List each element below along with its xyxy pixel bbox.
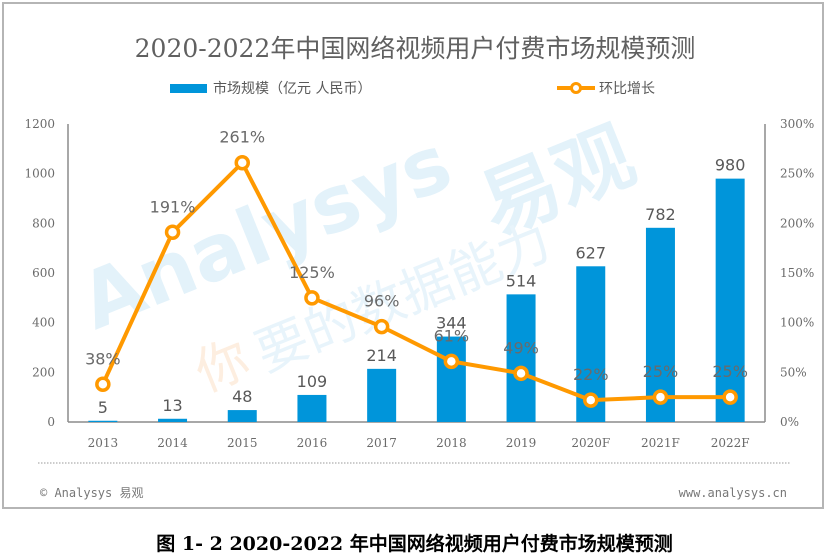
growth-value-label: 25% (643, 362, 679, 381)
growth-value-label: 191% (150, 197, 196, 216)
bar-value-label: 344 (436, 314, 467, 333)
chart-frame (2, 2, 824, 509)
x-tick-label: 2020F (571, 436, 610, 450)
growth-point (443, 353, 460, 370)
right-axis-ticks: 0% 50% 100% 150% 200% 250% 300% (780, 117, 814, 429)
bar-value-label: 627 (575, 243, 606, 262)
chart-title: 2020-2022年中国网络视频用户付费市场规模预测 (135, 34, 696, 63)
growth-point (722, 389, 738, 405)
bar-labels: 5 13 48 109 214 344 514 627 782 980 (98, 156, 746, 417)
right-tick-label: 50% (780, 365, 807, 379)
growth-point (164, 224, 181, 241)
x-tick-label: 2013 (88, 436, 119, 450)
footer-copyright: © Analysys 易观 (40, 486, 143, 500)
growth-value-label: 49% (503, 338, 539, 357)
growth-value-label: 38% (85, 349, 121, 368)
growth-value-label: 61% (434, 326, 470, 345)
growth-value-label: 125% (289, 263, 335, 282)
growth-point (513, 365, 529, 382)
x-tick-label: 2014 (157, 436, 188, 450)
right-tick-label: 150% (780, 266, 814, 280)
bar-value-label: 109 (297, 372, 328, 391)
bar (506, 294, 536, 422)
x-tick-label: 2015 (227, 436, 258, 450)
right-tick-label: 100% (780, 316, 814, 330)
line-series (95, 154, 738, 408)
bar-value-label: 980 (715, 156, 746, 175)
bar-value-label: 48 (232, 387, 252, 406)
bar (88, 420, 118, 422)
left-tick-label: 400 (32, 316, 55, 330)
growth-point (583, 392, 599, 408)
bar (227, 410, 257, 422)
x-tick-label: 2021F (641, 436, 680, 450)
growth-point (234, 154, 250, 171)
bar (158, 418, 188, 422)
watermark: Analysys 易观 你 要的数据能力 (68, 111, 646, 404)
bar-value-label: 214 (366, 346, 397, 365)
bar (715, 178, 745, 422)
left-tick-label: 600 (32, 266, 55, 280)
legend-bar-swatch (170, 84, 207, 93)
right-tick-label: 300% (780, 117, 814, 131)
x-tick-label: 2018 (436, 436, 467, 450)
left-tick-label: 1200 (24, 117, 55, 131)
growth-point (95, 376, 111, 393)
x-tick-label: 2016 (297, 436, 328, 450)
legend: 市场规模（亿元 人民币） 环比增长 (170, 80, 655, 97)
growth-line (101, 160, 731, 403)
left-tick-label: 1000 (24, 167, 55, 181)
legend-line-label: 环比增长 (599, 81, 655, 97)
bar (367, 368, 397, 422)
growth-value-label: 96% (364, 292, 400, 311)
left-tick-label: 800 (32, 216, 55, 230)
right-tick-label: 250% (780, 167, 814, 181)
growth-value-label: 25% (712, 362, 748, 381)
left-axis-ticks: 0 200 400 600 800 1000 1200 (24, 117, 55, 429)
growth-point (652, 389, 669, 405)
growth-value-label: 22% (573, 365, 609, 384)
right-tick-label: 200% (780, 216, 814, 230)
bar-value-label: 5 (98, 398, 108, 417)
growth-value-label: 261% (219, 128, 265, 147)
left-tick-label: 200 (32, 365, 55, 379)
left-tick-label: 0 (47, 415, 55, 429)
bar-series (88, 178, 745, 422)
x-tick-label: 2019 (506, 436, 537, 450)
footer-website: www.analysys.cn (679, 486, 787, 500)
bar-value-label: 782 (645, 205, 676, 224)
bar-value-label: 514 (506, 271, 537, 290)
legend-line-marker (570, 82, 582, 94)
x-tick-label: 2022F (711, 436, 750, 450)
growth-point (373, 318, 390, 335)
growth-point (304, 290, 320, 306)
figure-caption: 图 1- 2 2020-2022 年中国网络视频用户付费市场规模预测 (156, 533, 673, 555)
line-labels: 38% 191% 261% 125% 96% 61% 49% 22% 25% 25% (85, 128, 748, 384)
bar (297, 394, 327, 422)
legend-bar-label: 市场规模（亿元 人民币） (213, 80, 371, 97)
x-axis-ticks: 2013 2014 2015 2016 2017 2018 2019 2020F 2021F 20… (88, 436, 750, 450)
bar (436, 336, 466, 422)
right-tick-label: 0% (780, 415, 799, 429)
bar-value-label: 13 (162, 396, 182, 415)
x-tick-label: 2017 (366, 436, 397, 450)
